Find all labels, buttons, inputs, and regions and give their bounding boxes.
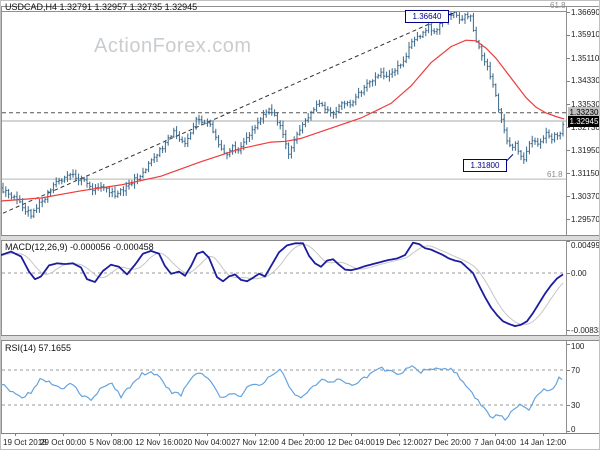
resistance-price-tag: 1.36640 (405, 10, 449, 23)
price-tick-label: 1.35910 (571, 30, 600, 40)
rsi-tick-label: 0 (571, 425, 576, 434)
date-tick-label: 4 Dec 20:00 (281, 438, 325, 447)
date-tick-label: 12 Dec 04:00 (327, 438, 375, 447)
rsi-tick-mark (567, 431, 570, 433)
rsi-indicator-chart (1, 365, 566, 422)
price-tick-label: 1.29570 (571, 214, 600, 224)
fib-618-mid-label: 61.8 (547, 170, 563, 179)
rsi-tick-mark (567, 343, 570, 345)
price-tick-label: 1.34330 (571, 76, 600, 86)
macd-tick-mark (567, 330, 570, 332)
macd-tick-label: 0.00 (571, 268, 587, 278)
price-tick-mark (567, 58, 570, 59)
date-tick-label: 27 Nov 12:00 (231, 438, 279, 447)
left-frame (1, 6, 2, 449)
date-tick-mark (495, 433, 496, 436)
macd-label: MACD(12,26,9) -0.000056 -0.000458 (5, 242, 154, 252)
macd-tick-mark (567, 241, 570, 242)
price-tick-label: 1.33530 (571, 99, 600, 109)
date-tick-mark (111, 433, 112, 436)
current-price-axis-tag: 1.32945 (568, 115, 599, 127)
rsi-tick-label: 70 (571, 365, 580, 375)
main-price-chart (1, 12, 566, 219)
date-tick-label: 29 Oct 00:00 (40, 438, 86, 447)
price-tick-mark (567, 127, 570, 129)
rsi-label: RSI(14) 57.1655 (5, 343, 72, 353)
symbol-ohlc-title: USDCAD,H4 1.32791 1.32957 1.32735 1.3294… (5, 2, 198, 12)
price-tick-mark (567, 150, 570, 151)
date-tick-label: 12 Nov 16:00 (135, 438, 183, 447)
date-tick-mark (159, 433, 160, 436)
price-tick-mark (567, 219, 570, 221)
date-tick-label: 5 Nov 08:00 (89, 438, 133, 447)
date-tick-mark (207, 433, 208, 436)
date-tick-label: 20 Nov 04:00 (183, 438, 231, 447)
main-pane-top-border (1, 11, 567, 12)
price-tick-mark (567, 196, 570, 197)
actionforex-watermark: ActionForex.com (94, 35, 252, 57)
macd-tick-label: -0.00833 (571, 325, 600, 335)
axis-separator (566, 6, 567, 433)
date-tick-label: 14 Jan 12:00 (519, 438, 567, 447)
rsi-tick-label: 30 (571, 400, 580, 410)
date-tick-mark (399, 433, 400, 436)
price-tick-mark (567, 12, 570, 13)
date-axis (1, 433, 599, 449)
macd-tick-label: 0.004998 (571, 241, 600, 250)
price-tick-label: 1.35110 (571, 53, 600, 63)
date-tick-mark (63, 433, 64, 436)
price-tick-mark (567, 173, 570, 175)
date-tick-label: 19 Dec 12:00 (375, 438, 423, 447)
rsi-tick-mark (567, 370, 570, 371)
price-tick-label: 1.31150 (571, 168, 600, 178)
rsi-tick-mark (567, 405, 570, 406)
date-tick-mark (351, 433, 352, 436)
price-tick-label: 1.32730 (571, 122, 600, 132)
rsi-tick-label: 100 (571, 342, 585, 351)
date-tick-mark (447, 433, 448, 436)
price-tick-mark (567, 80, 570, 82)
window-top-frame (1, 6, 599, 7)
macd-indicator-chart (1, 241, 566, 327)
price-tick-label: 1.31950 (571, 145, 600, 155)
price-tick-mark (567, 104, 570, 105)
date-tick-mark (15, 433, 16, 436)
pane-divider-2[interactable] (1, 335, 599, 341)
price-tick-label: 1.36690 (571, 7, 600, 17)
macd-tick-mark (567, 273, 570, 274)
pane-divider-1[interactable] (1, 235, 599, 241)
price-tick-mark (567, 34, 570, 36)
date-tick-mark (255, 433, 256, 436)
level-axis-tag: 1.33230 (568, 107, 599, 119)
date-tick-label: 7 Jan 04:00 (474, 438, 516, 447)
date-tick-mark (303, 433, 304, 436)
date-tick-label: 27 Dec 20:00 (423, 438, 471, 447)
fib-618-top-label: 61.8 (550, 1, 566, 10)
date-tick-label: 19 Oct 2018 (3, 438, 47, 447)
date-tick-mark (543, 433, 544, 436)
price-tick-label: 1.30370 (571, 191, 600, 201)
support-price-tag: 1.31800 (463, 159, 507, 172)
